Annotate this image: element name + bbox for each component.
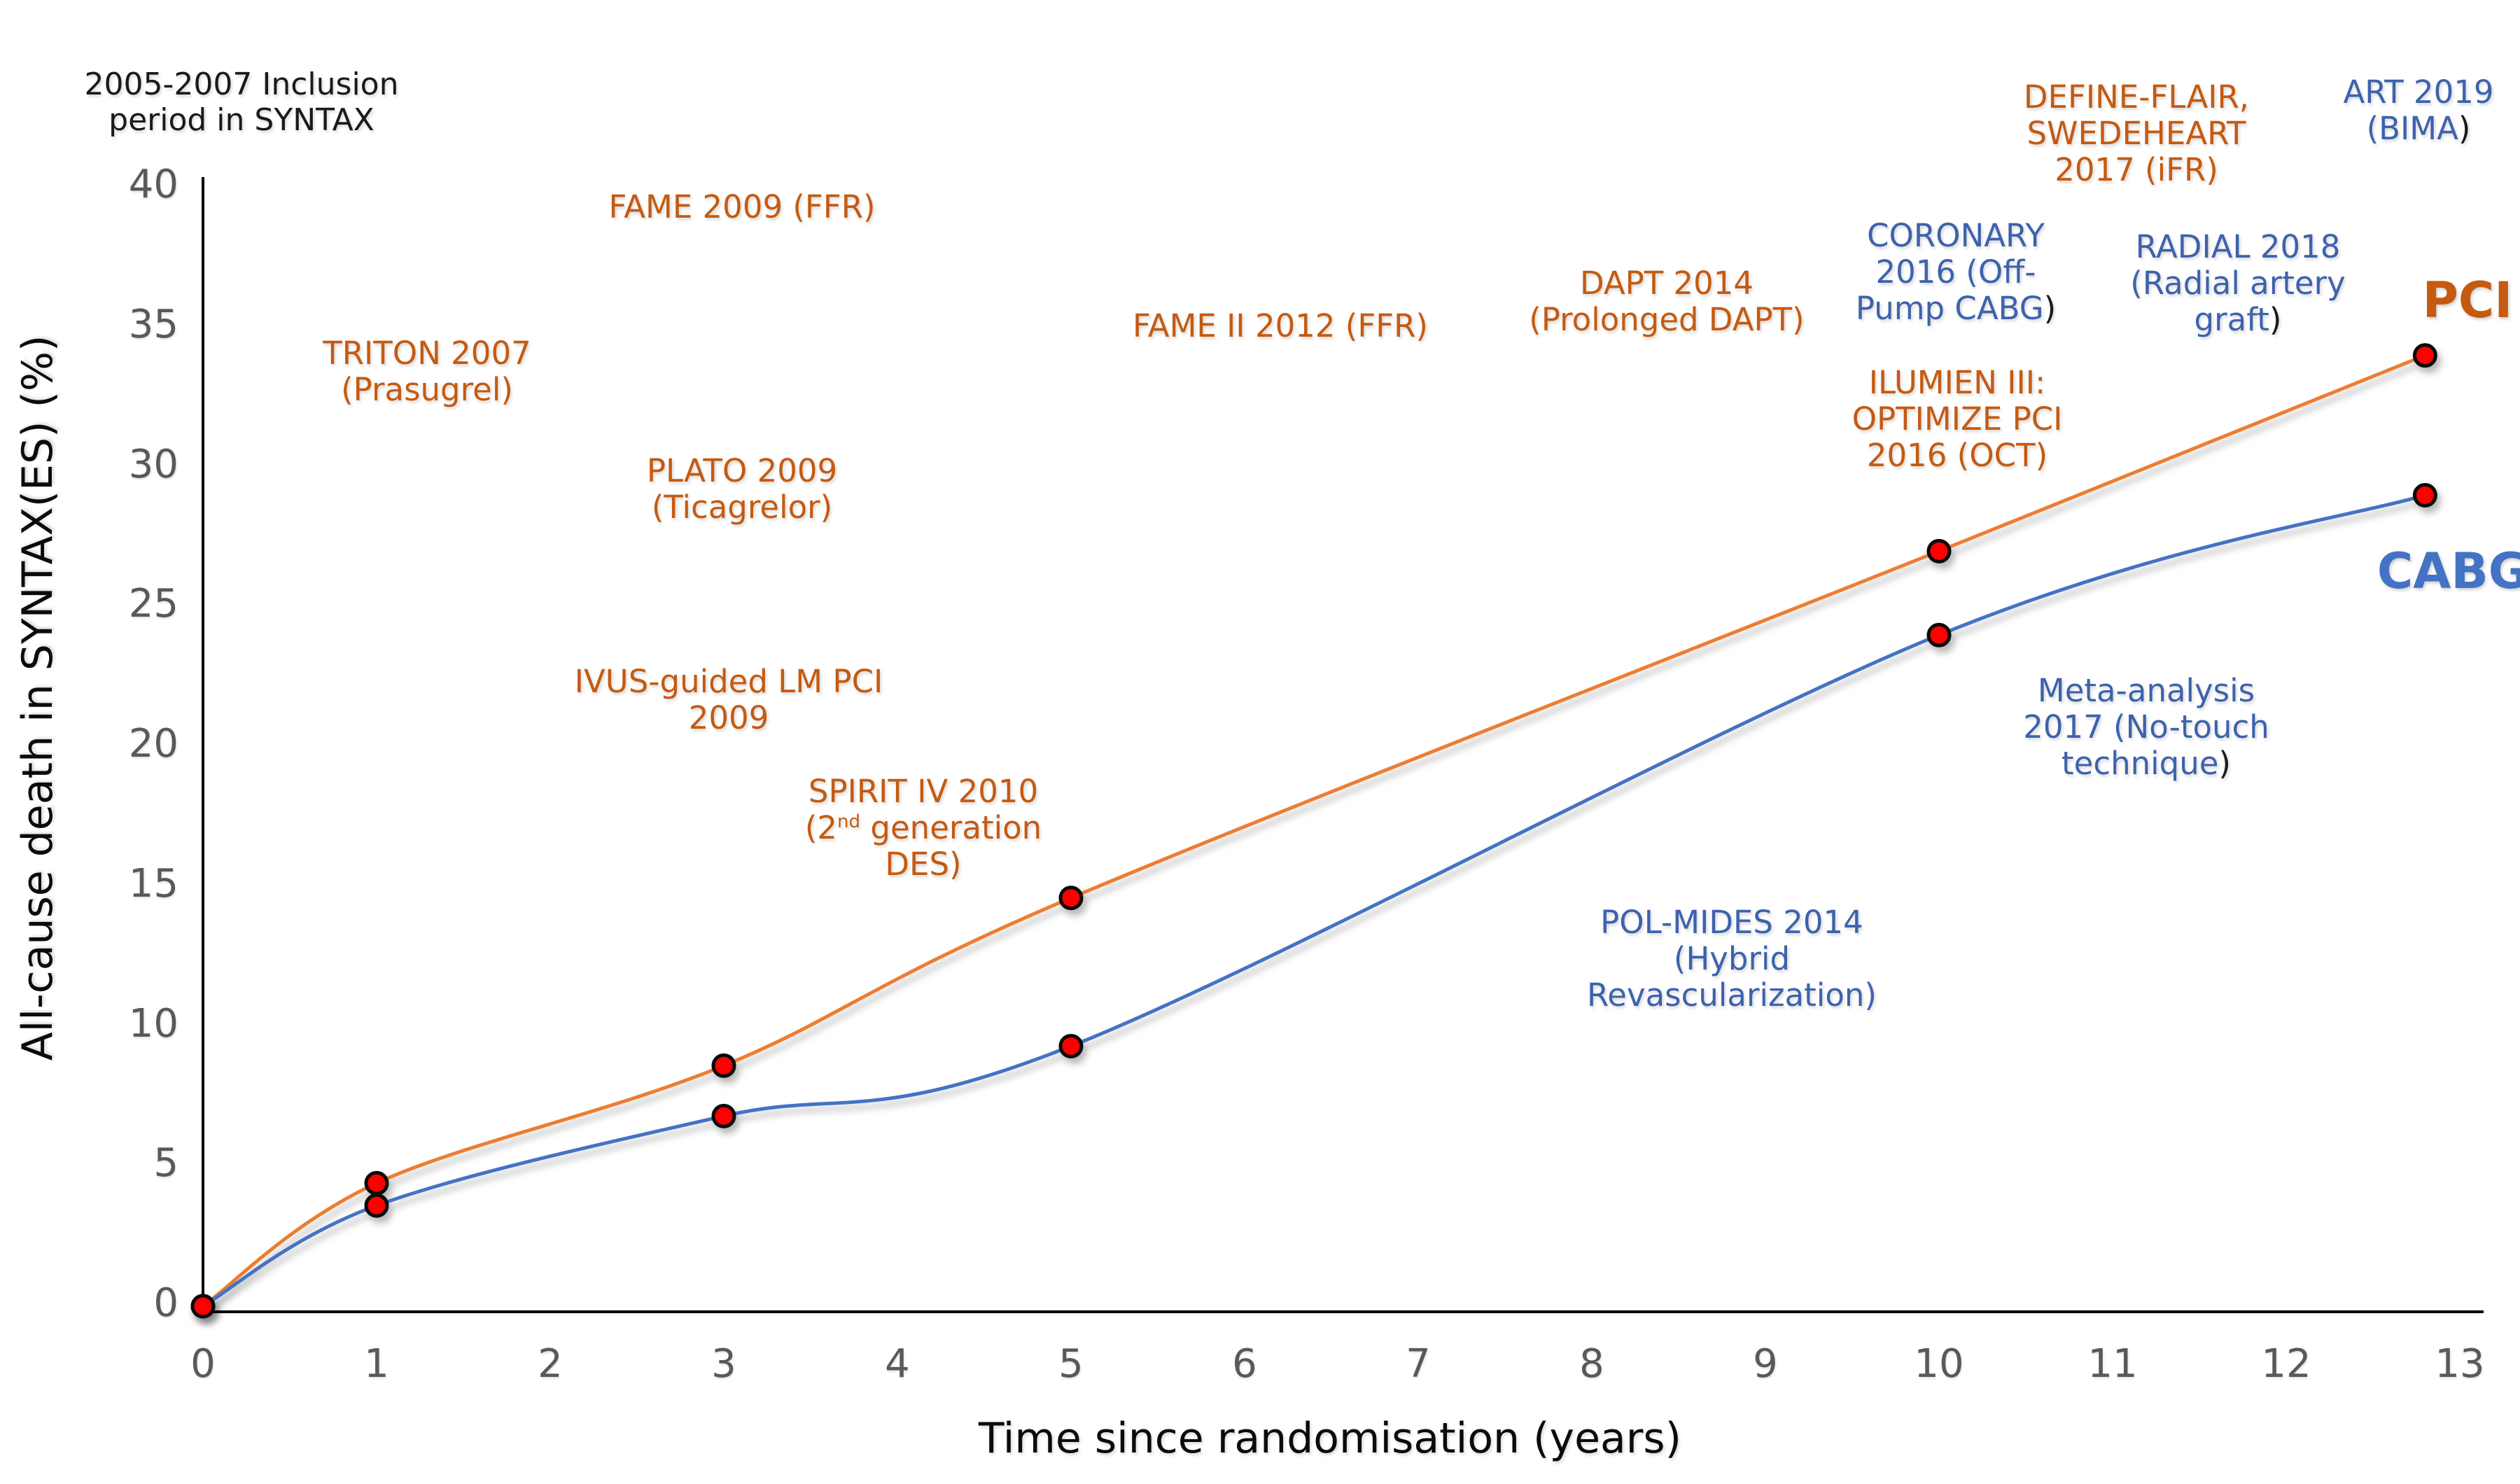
x-tick-9: 9 xyxy=(1753,1341,1778,1387)
annotation-pol-mides-2014: POL-MIDES 2014 (Hybrid Revascularization) xyxy=(1587,904,1877,1014)
series-line-cabg xyxy=(201,493,2427,1308)
data-point-marker xyxy=(190,1294,216,1319)
data-point-marker xyxy=(1926,622,1952,648)
x-tick-1: 1 xyxy=(364,1341,389,1387)
data-point-marker xyxy=(1058,886,1084,911)
data-point-marker xyxy=(1926,538,1952,564)
data-point-marker xyxy=(2412,482,2437,507)
data-point-marker xyxy=(2412,343,2437,368)
x-tick-12: 12 xyxy=(2261,1341,2311,1387)
series-pci xyxy=(190,343,2437,1319)
x-tick-6: 6 xyxy=(1232,1341,1257,1387)
y-tick-25: 25 xyxy=(128,581,178,627)
x-tick-5: 5 xyxy=(1058,1341,1084,1387)
data-point-marker xyxy=(364,1170,389,1196)
y-tick-0: 0 xyxy=(153,1280,178,1326)
y-axis-title: All-cause death in SYNTAX(ES) (%) xyxy=(13,335,62,1061)
data-point-marker xyxy=(364,1193,389,1218)
y-tick-10: 10 xyxy=(128,1000,178,1046)
cabg-series-label: CABG xyxy=(2376,542,2520,600)
x-tick-7: 7 xyxy=(1406,1341,1431,1387)
annotation-dapt-2014: DAPT 2014 (Prolonged DAPT) xyxy=(1529,265,1805,339)
annotation-triton-2007: TRITON 2007 (Prasugrel) xyxy=(323,335,531,409)
x-tick-8: 8 xyxy=(1579,1341,1604,1387)
annotation-ilumien-iii-2016: ILUMIEN III: OPTIMIZE PCI 2016 (OCT) xyxy=(1851,364,2063,475)
y-tick-20: 20 xyxy=(128,721,178,766)
annotation-coronary-2016: CORONARY 2016 (Off- Pump CABG) xyxy=(1855,217,2057,328)
data-point-marker xyxy=(1058,1033,1084,1058)
x-tick-2: 2 xyxy=(538,1341,563,1387)
annotation-define-flair-swedeheart-2017: DEFINE-FLAIR, SWEDEHEART 2017 (iFR) xyxy=(2023,78,2250,189)
annotation-fame-2009: FAME 2009 (FFR) xyxy=(608,188,876,225)
y-tick-35: 35 xyxy=(128,301,178,347)
series-cabg xyxy=(190,482,2437,1319)
annotation-radial-2018: RADIAL 2018 (Radial artery graft) xyxy=(2130,228,2346,339)
y-tick-5: 5 xyxy=(153,1140,178,1186)
annotation-art-2019: ART 2019 (BIMA) xyxy=(2343,74,2494,148)
annotation-inclusion-note: 2005-2007 Inclusion period in SYNTAX xyxy=(84,66,399,139)
annotation-meta-analysis-2017: Meta-analysis 2017 (No-touch technique) xyxy=(2023,672,2269,783)
annotation-fame-ii-2012: FAME II 2012 (FFR) xyxy=(1133,307,1428,344)
annotation-spirit-iv-2010: SPIRIT IV 2010 (2nd generation DES) xyxy=(804,773,1042,883)
pci-series-label: PCI xyxy=(2422,272,2513,329)
x-tick-4: 4 xyxy=(885,1341,910,1387)
y-tick-40: 40 xyxy=(128,162,178,207)
y-tick-30: 30 xyxy=(128,441,178,487)
x-tick-3: 3 xyxy=(711,1341,736,1387)
x-axis-title: Time since randomisation (years) xyxy=(978,1414,1682,1463)
annotation-plato-2009: PLATO 2009 (Ticagrelor) xyxy=(646,452,838,526)
x-tick-11: 11 xyxy=(2087,1341,2138,1387)
x-tick-13: 13 xyxy=(2435,1341,2485,1387)
x-tick-0: 0 xyxy=(190,1341,216,1387)
x-tick-10: 10 xyxy=(1914,1341,1964,1387)
data-point-marker xyxy=(711,1103,736,1128)
data-point-marker xyxy=(711,1053,736,1078)
y-tick-15: 15 xyxy=(128,860,178,906)
annotation-ivus-2009: IVUS-guided LM PCI 2009 xyxy=(574,663,883,737)
